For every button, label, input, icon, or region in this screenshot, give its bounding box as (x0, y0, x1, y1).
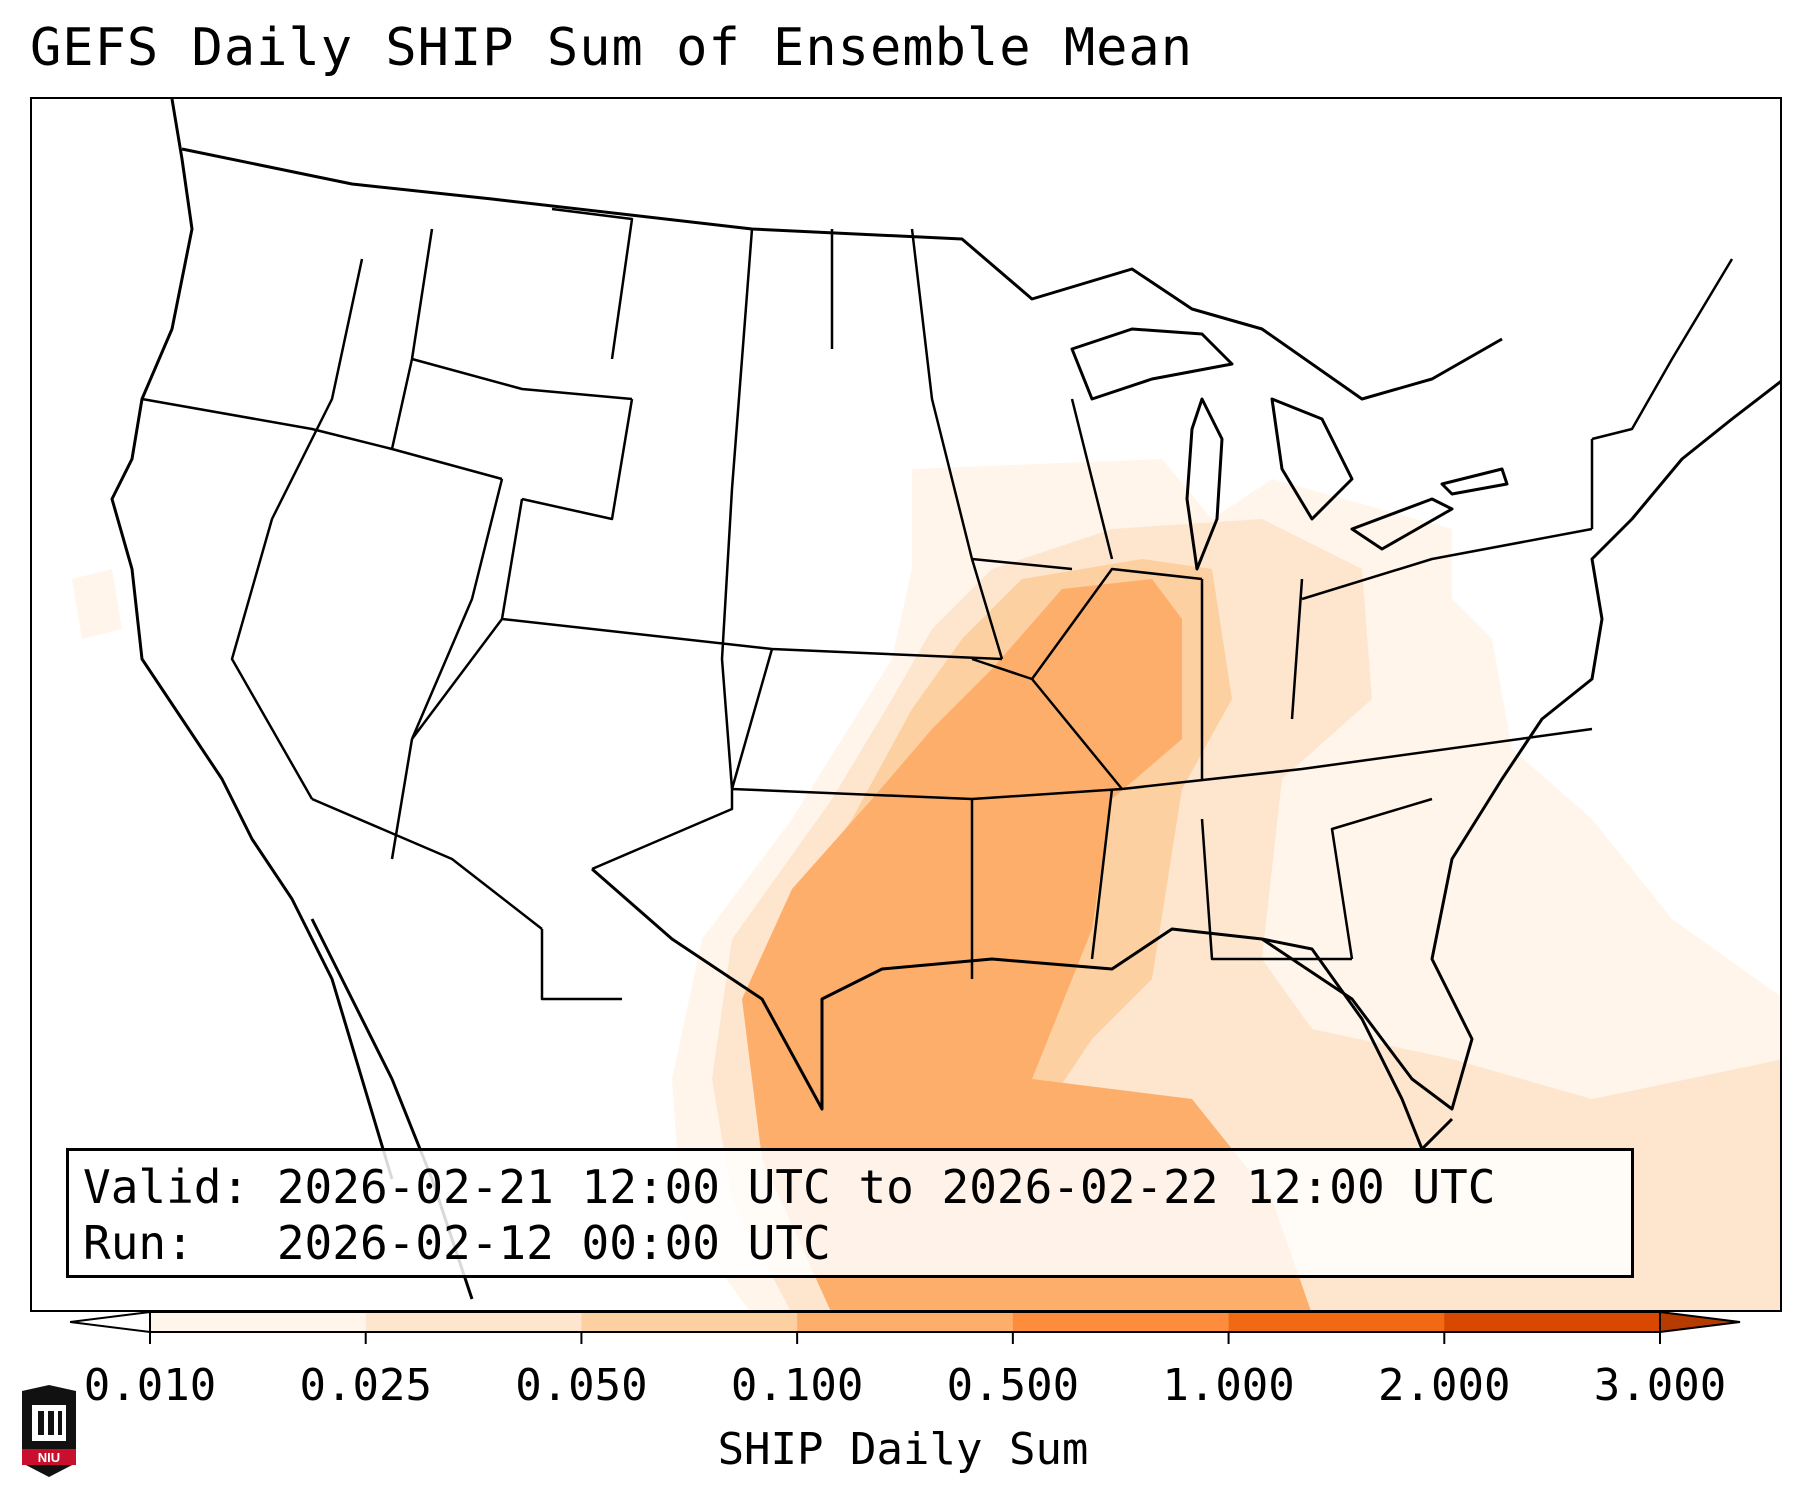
lake-ontario (1440, 467, 1509, 496)
northern-border (181, 147, 1503, 401)
colorbar-extend-high (1659, 1310, 1741, 1334)
colorbar-segment (797, 1312, 1014, 1332)
gulf-coastline (591, 380, 1780, 1111)
colorbar-segment (365, 1312, 582, 1332)
shading-high (742, 579, 1311, 1310)
niu-logo: NIU (22, 1385, 76, 1477)
colorbar-tick-label: 1.000 (1162, 1360, 1295, 1411)
map-panel (30, 97, 1782, 1312)
colorbar-ticks (149, 1332, 1661, 1344)
lake-erie (1350, 497, 1454, 551)
colorbar-extend-low (70, 1310, 151, 1334)
colorbar-tick-label: 0.010 (83, 1360, 217, 1411)
colorbar-outline (149, 1311, 1661, 1333)
colorbar-tick-label: 0.500 (946, 1360, 1080, 1411)
colorbar-segment (581, 1312, 798, 1332)
colorbar-segment (150, 1312, 367, 1332)
colorbar-label: SHIP Daily Sum (717, 1424, 1089, 1475)
florida (1261, 937, 1454, 1151)
colorbar-segment (1012, 1312, 1230, 1332)
ship-shading (72, 459, 1780, 1310)
colorbar-segment (1228, 1312, 1445, 1332)
lake-superior (1070, 327, 1234, 401)
colorbar (70, 1310, 1741, 1344)
colorbar-tick-label: 3.000 (1593, 1360, 1727, 1411)
colorbar-tick-label: 0.100 (730, 1360, 864, 1411)
valid-time-text: Valid: 2026-02-21 12:00 UTC to 2026-02-2… (83, 1160, 1496, 1214)
shading-low-west (72, 569, 122, 639)
colorbar-tick-label: 0.050 (515, 1360, 648, 1411)
state-lines (141, 207, 1734, 1001)
map-canvas (72, 99, 1780, 1310)
colorbar-segment (1444, 1312, 1661, 1332)
pacific-coastline (110, 99, 394, 1180)
valid-run-info-box: Valid: 2026-02-21 12:00 UTC to 2026-02-2… (66, 1148, 1634, 1278)
colorbar-tick-label: 2.000 (1378, 1360, 1511, 1411)
lake-huron (1270, 397, 1354, 521)
colorbar-segments (150, 1312, 1661, 1332)
colorbar-tick-label: 0.025 (299, 1360, 432, 1411)
lake-michigan (1185, 397, 1224, 571)
map-title: GEFS Daily SHIP Sum of Ensemble Mean (30, 18, 1194, 78)
run-time-text: Run: 2026-02-12 00:00 UTC (83, 1216, 831, 1270)
logo-text: NIU (38, 1450, 60, 1465)
